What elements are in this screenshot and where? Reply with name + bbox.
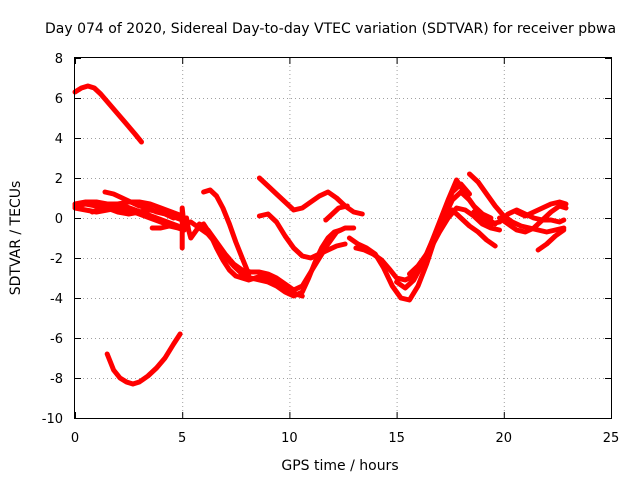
y-tick-label: 8 (55, 52, 63, 67)
series-arc-7 (102, 189, 177, 221)
series-arc-9 (179, 205, 305, 299)
series-arc-24 (514, 199, 569, 219)
x-tick-label: 5 (178, 431, 186, 446)
x-tick-label: 10 (281, 431, 298, 446)
x-tick-label: 15 (388, 431, 405, 446)
chart-title: Day 074 of 2020, Sidereal Day-to-day VTE… (45, 21, 616, 37)
series-arc-15 (323, 203, 350, 223)
series-arc-23 (497, 203, 569, 235)
series-arc-1 (72, 83, 144, 145)
series-arc-11 (196, 221, 357, 293)
series-arc-21 (467, 171, 567, 235)
y-tick-label: 4 (55, 132, 63, 147)
series-arc-25 (535, 227, 567, 253)
y-tick-label: -10 (42, 412, 63, 427)
series-arc-14 (256, 211, 348, 261)
y-tick-label: -4 (50, 292, 63, 307)
y-tick-label: -6 (50, 332, 63, 347)
series-layer (72, 83, 569, 387)
series-arc-20 (415, 207, 498, 273)
series-arc-8 (149, 223, 187, 233)
grid-layer (75, 58, 611, 418)
x-tick-label: 20 (496, 431, 513, 446)
y-tick-label: 2 (55, 172, 63, 187)
y-tick-label: -2 (50, 252, 63, 267)
plot-frame (74, 57, 612, 419)
y-axis-title: SDTVAR / TECUs (8, 181, 24, 296)
tick-layer: 0 5 10 15 20 25 -10 -8 -6 -4 -2 0 2 4 6 8 (42, 52, 620, 446)
series-arc-12 (201, 187, 252, 277)
y-tick-label: 6 (55, 92, 63, 107)
series-arc-2 (104, 331, 183, 387)
y-tick-label: 0 (55, 212, 63, 227)
x-tick-label: 25 (603, 431, 620, 446)
series-arc-6 (89, 201, 181, 229)
x-axis-title: GPS time / hours (281, 458, 398, 474)
x-tick-label: 0 (71, 431, 79, 446)
y-tick-label: -8 (50, 372, 63, 387)
